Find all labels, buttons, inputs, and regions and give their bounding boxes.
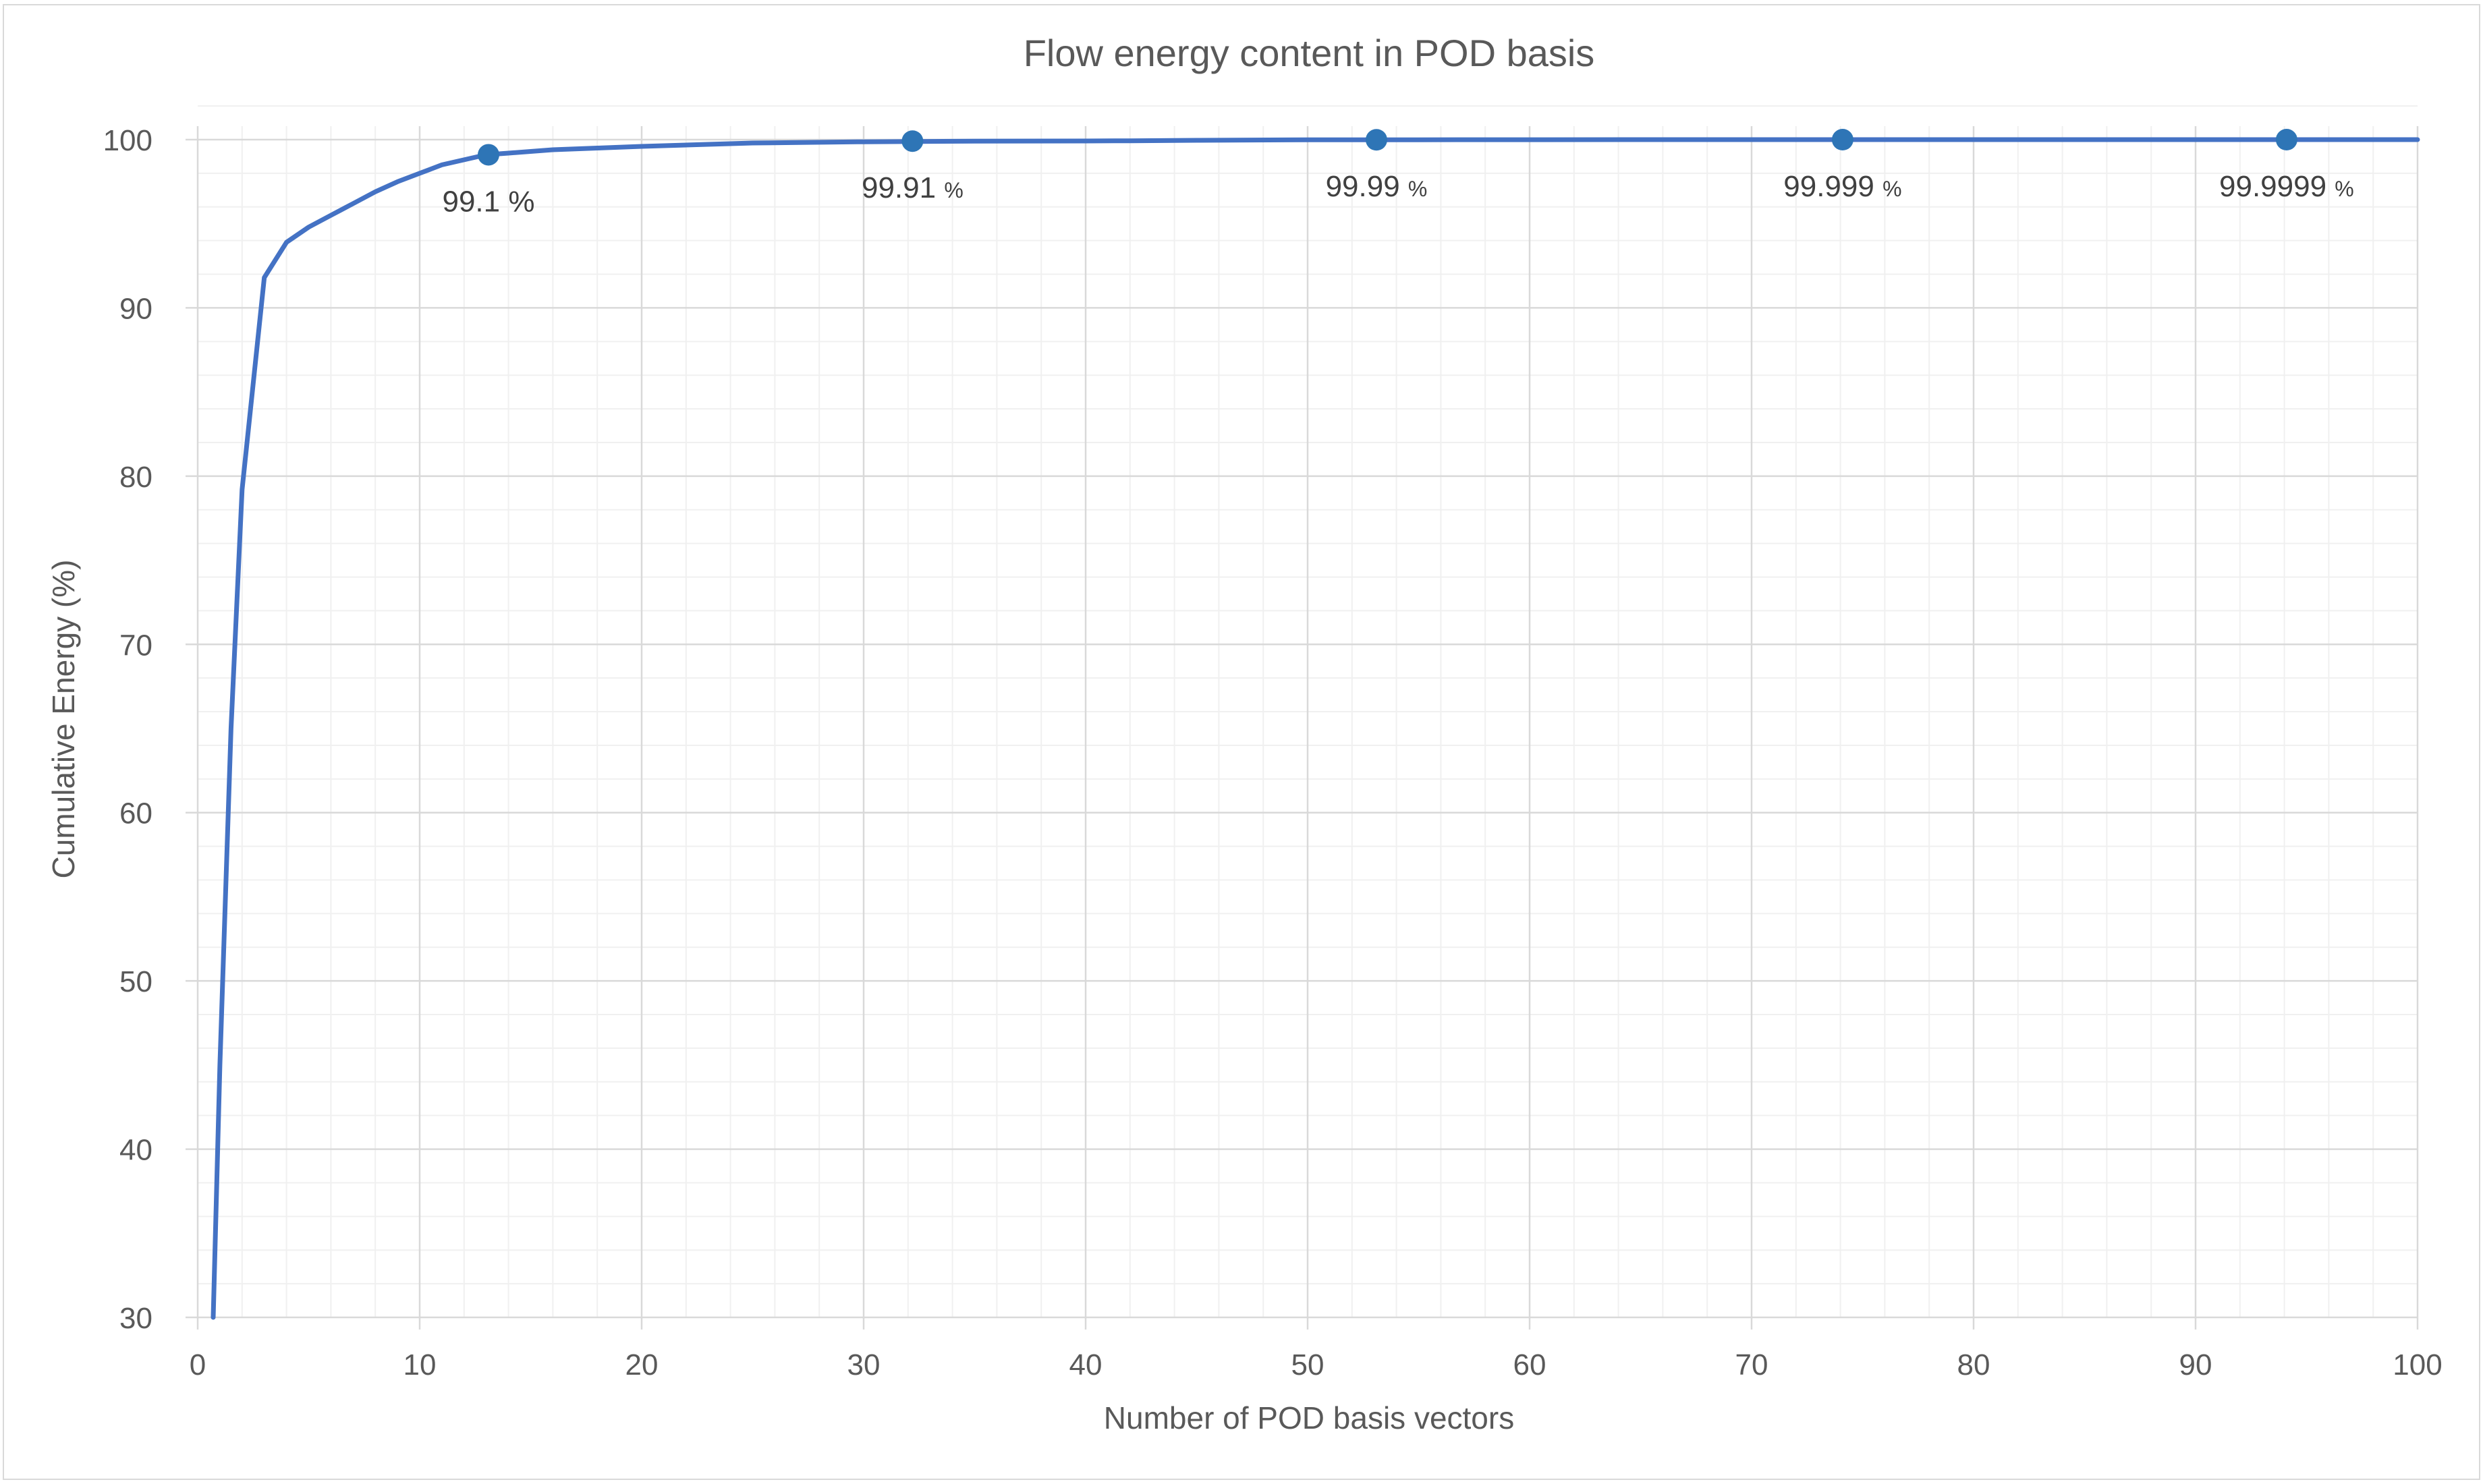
x-tick-label: 10 bbox=[403, 1348, 437, 1381]
y-tick-label: 60 bbox=[119, 797, 152, 830]
x-tick-label: 60 bbox=[1513, 1348, 1546, 1381]
chart-frame bbox=[3, 4, 2480, 1480]
data-label: 99.91 % bbox=[862, 171, 964, 204]
data-marker bbox=[901, 130, 924, 152]
x-tick-label: 70 bbox=[1735, 1348, 1768, 1381]
y-tick-label: 80 bbox=[119, 461, 152, 494]
x-tick-label: 20 bbox=[625, 1348, 659, 1381]
data-marker bbox=[1365, 129, 1387, 151]
x-axis-label: Number of POD basis vectors bbox=[1104, 1400, 1514, 1435]
y-axis-label: Cumulative Energy (%) bbox=[46, 560, 81, 879]
data-label: 99.9999 % bbox=[2219, 170, 2354, 203]
data-label: 99.1 % bbox=[442, 185, 534, 218]
annotated-markers: 99.1 % 99.91 % 99.99 % 99.999 % 99.9999 % bbox=[442, 129, 2354, 218]
x-tick-label: 80 bbox=[1957, 1348, 1990, 1381]
y-tick-label: 50 bbox=[119, 965, 152, 998]
y-axis-tick-labels: 30 40 50 60 70 80 90 100 bbox=[103, 124, 152, 1335]
data-label: 99.99 % bbox=[1326, 170, 1428, 203]
y-tick-label: 100 bbox=[103, 124, 152, 157]
major-gridlines bbox=[186, 126, 2419, 1330]
data-label: 99.999 % bbox=[1783, 170, 1901, 203]
chart-title: Flow energy content in POD basis bbox=[1024, 32, 1595, 74]
x-tick-label: 100 bbox=[2393, 1348, 2442, 1381]
x-tick-label: 90 bbox=[2179, 1348, 2212, 1381]
cumulative-energy-line bbox=[211, 137, 2420, 1320]
y-tick-label: 70 bbox=[119, 629, 152, 662]
data-marker bbox=[1831, 129, 1853, 151]
data-marker bbox=[477, 144, 499, 166]
y-tick-label: 90 bbox=[119, 292, 152, 325]
y-tick-label: 30 bbox=[119, 1302, 152, 1335]
x-tick-label: 30 bbox=[847, 1348, 881, 1381]
y-tick-label: 40 bbox=[119, 1134, 152, 1167]
data-marker bbox=[2275, 129, 2297, 151]
x-axis-tick-labels: 0 10 20 30 40 50 60 70 80 90 100 bbox=[190, 1348, 2443, 1381]
x-tick-label: 50 bbox=[1291, 1348, 1324, 1381]
x-tick-label: 40 bbox=[1069, 1348, 1103, 1381]
x-tick-label: 0 bbox=[190, 1348, 206, 1381]
